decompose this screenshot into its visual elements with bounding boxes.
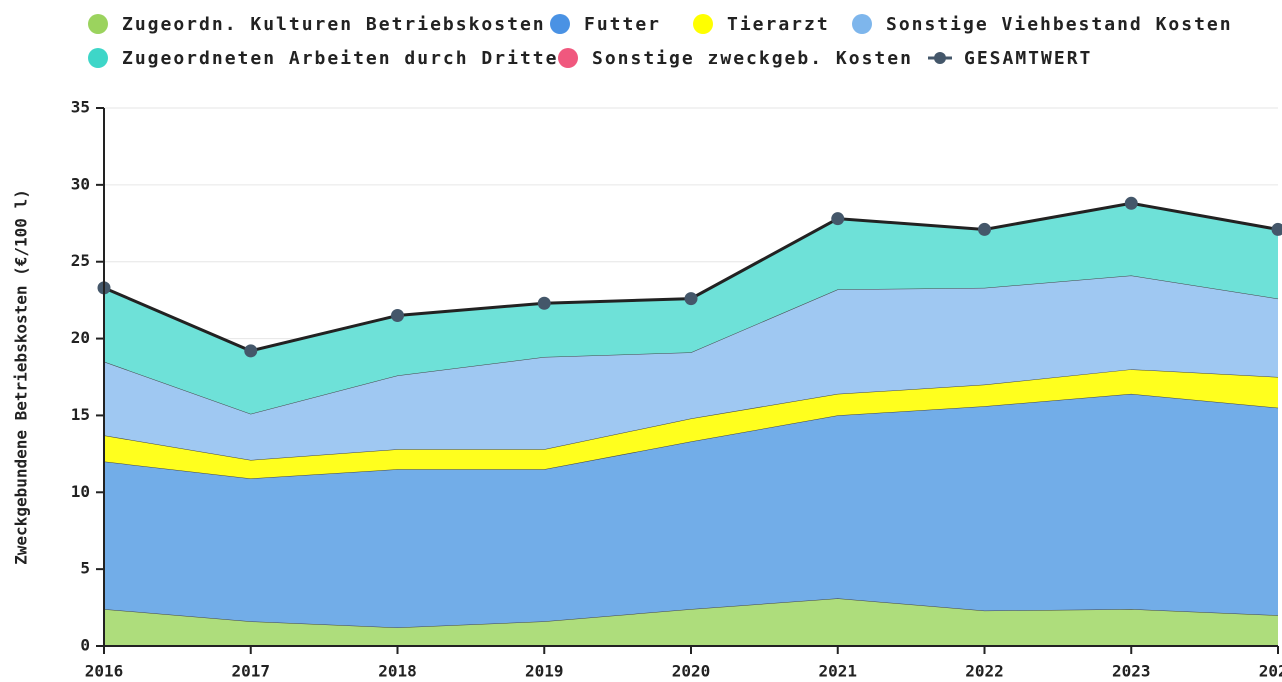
line-marker [244, 344, 258, 358]
x-tick-label: 2020 [672, 662, 711, 681]
legend-label: Sonstige Viehbestand Kosten [886, 14, 1233, 35]
x-tick-label: 2022 [965, 662, 1004, 681]
y-tick-label: 15 [71, 405, 90, 424]
x-tick-label: 2018 [378, 662, 417, 681]
x-tick-label: 2024 [1259, 662, 1282, 681]
area [104, 393, 1278, 628]
line-marker [1271, 222, 1282, 236]
legend-label: Sonstige zweckgeb. Kosten [592, 48, 913, 69]
legend-label: Zugeordn. Kulturen Betriebskosten [122, 14, 546, 35]
legend-marker [550, 14, 570, 34]
legend-marker [693, 14, 713, 34]
line-marker [978, 222, 991, 236]
legend-label: Tierarzt [727, 14, 830, 35]
y-tick-label: 25 [71, 251, 90, 270]
legend-marker [852, 14, 872, 34]
line-marker [391, 309, 404, 323]
x-tick-label: 2019 [525, 662, 564, 681]
legend-label: GESAMTWERT [964, 48, 1092, 69]
y-tick-label: 20 [71, 328, 90, 347]
x-tick-label: 2023 [1112, 662, 1151, 681]
legend-marker [88, 14, 108, 34]
line-marker [537, 296, 551, 310]
area [104, 369, 1278, 479]
y-tick-label: 30 [71, 174, 90, 193]
x-tick-label: 2017 [231, 662, 270, 681]
legend-marker [558, 48, 578, 68]
x-tick-label: 2016 [85, 662, 124, 681]
y-axis-label: Zweckgebundene Betriebskosten (€/100 l) [12, 189, 31, 565]
y-tick-label: 5 [80, 559, 90, 578]
line-marker [831, 212, 845, 226]
line-marker [1124, 196, 1138, 210]
legend-marker [934, 52, 946, 64]
area [104, 203, 1278, 414]
x-tick-label: 2021 [818, 662, 857, 681]
y-tick-label: 0 [80, 636, 90, 655]
y-tick-label: 35 [71, 98, 90, 117]
legend-marker [88, 48, 108, 68]
y-tick-label: 10 [71, 482, 90, 501]
area [104, 275, 1278, 461]
legend-label: Zugeordneten Arbeiten durch Dritte [122, 48, 558, 69]
legend-label: Futter [584, 14, 661, 35]
area [104, 598, 1278, 646]
line-marker [684, 292, 698, 306]
